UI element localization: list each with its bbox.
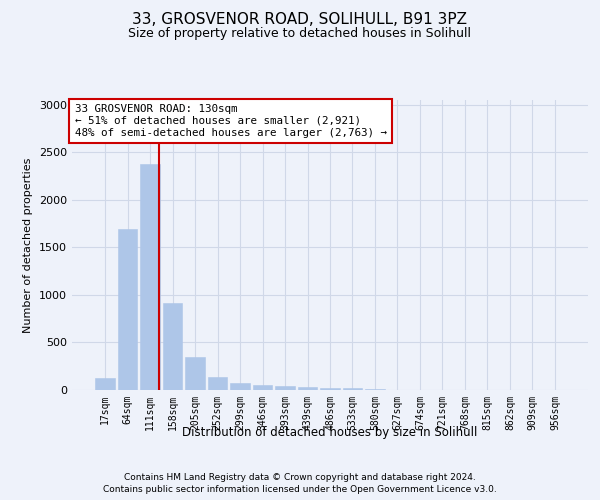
- Bar: [163, 302, 182, 390]
- Bar: [275, 386, 295, 390]
- Bar: [343, 388, 362, 390]
- Bar: [320, 388, 340, 390]
- Bar: [298, 388, 317, 390]
- Text: Distribution of detached houses by size in Solihull: Distribution of detached houses by size …: [182, 426, 478, 439]
- Bar: [140, 164, 160, 390]
- Bar: [95, 378, 115, 390]
- Y-axis label: Number of detached properties: Number of detached properties: [23, 158, 34, 332]
- Text: Contains HM Land Registry data © Crown copyright and database right 2024.: Contains HM Land Registry data © Crown c…: [124, 473, 476, 482]
- Bar: [118, 230, 137, 390]
- Text: Size of property relative to detached houses in Solihull: Size of property relative to detached ho…: [128, 28, 472, 40]
- Bar: [230, 383, 250, 390]
- Text: 33, GROSVENOR ROAD, SOLIHULL, B91 3PZ: 33, GROSVENOR ROAD, SOLIHULL, B91 3PZ: [133, 12, 467, 28]
- Bar: [365, 388, 385, 390]
- Text: Contains public sector information licensed under the Open Government Licence v3: Contains public sector information licen…: [103, 484, 497, 494]
- Bar: [208, 376, 227, 390]
- Bar: [253, 385, 272, 390]
- Bar: [185, 356, 205, 390]
- Text: 33 GROSVENOR ROAD: 130sqm
← 51% of detached houses are smaller (2,921)
48% of se: 33 GROSVENOR ROAD: 130sqm ← 51% of detac…: [74, 104, 386, 138]
